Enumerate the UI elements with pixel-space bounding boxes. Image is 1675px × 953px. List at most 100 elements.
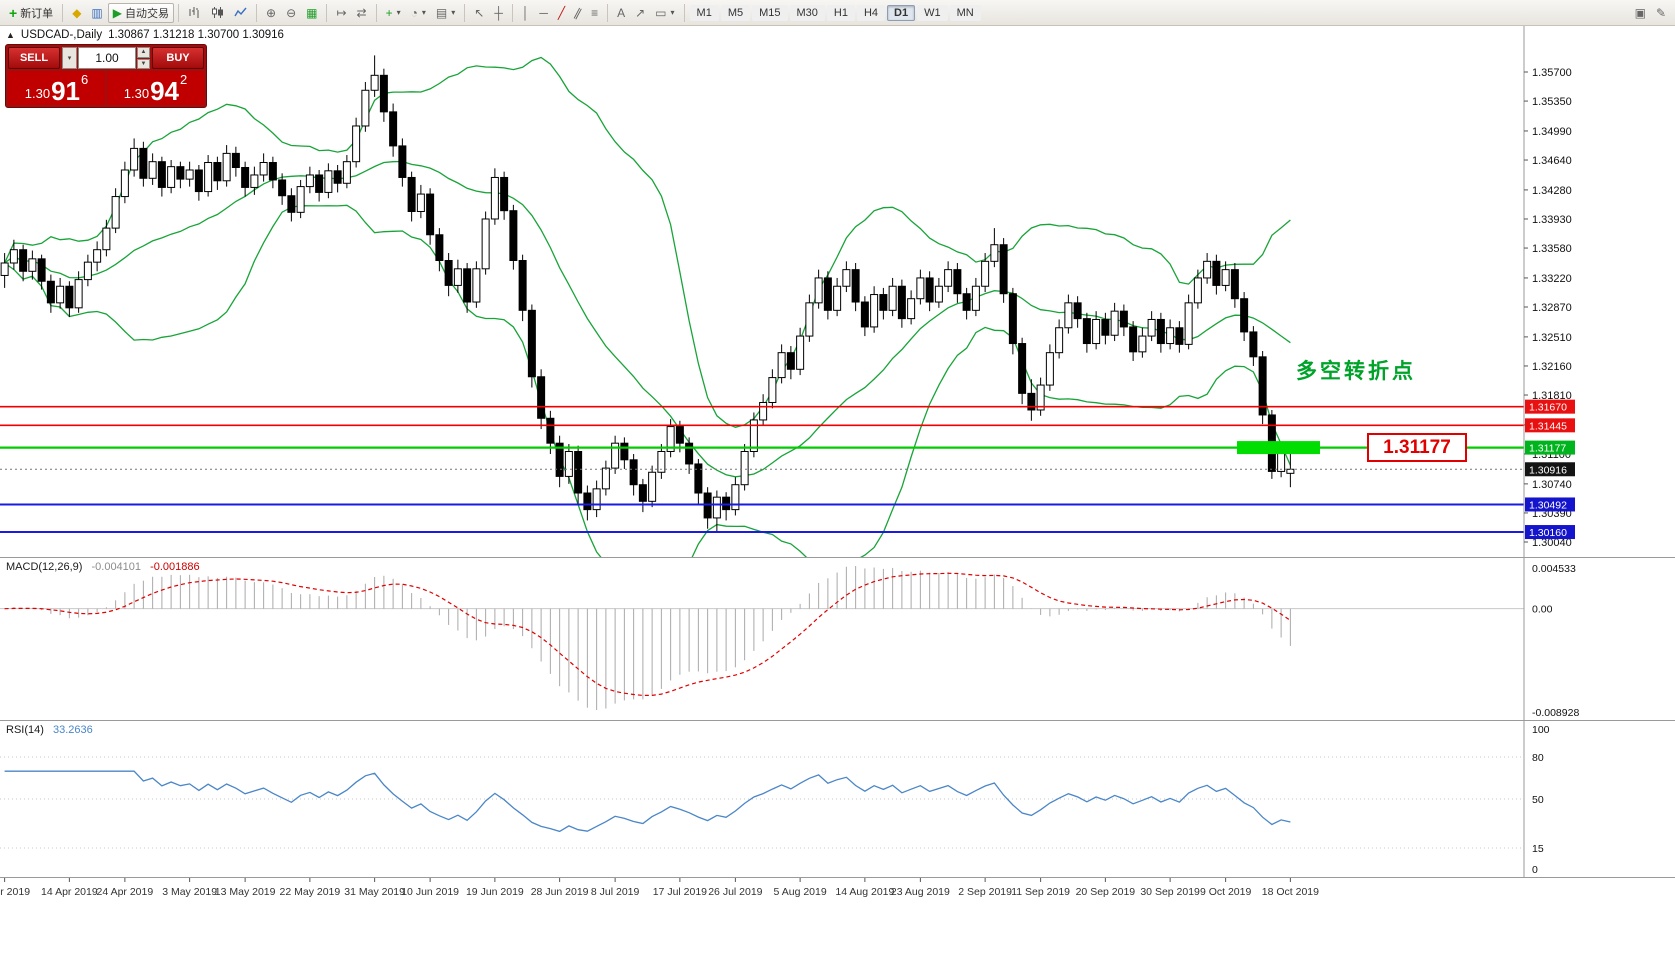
chart-window-icon: ▥	[91, 5, 103, 20]
volume-input[interactable]: 1.00	[78, 47, 136, 69]
chart-ohlc-values: 1.30867 1.31218 1.30700 1.30916	[108, 29, 284, 41]
svg-text:22 May 2019: 22 May 2019	[280, 886, 341, 898]
sell-button[interactable]: SELL	[8, 47, 60, 69]
svg-text:3 May 2019: 3 May 2019	[162, 886, 217, 898]
timeframe-h1[interactable]: H1	[826, 4, 855, 21]
templates-button[interactable]: ▤ ▾	[431, 3, 460, 23]
macd-panel[interactable]: 0.004533 0.00 -0.008928 MACD(12,26,9) -0.0…	[0, 557, 1675, 720]
rsi-name: RSI(14)	[6, 724, 44, 736]
macd-canvas[interactable]: 0.004533 0.00 -0.008928	[0, 558, 1675, 720]
chart-shift-icon: ⇄	[356, 5, 367, 20]
cursor-button[interactable]: ↖	[469, 3, 489, 23]
zoom-in-button[interactable]: ⊕	[261, 3, 281, 23]
svg-text:-0.008928: -0.008928	[1532, 707, 1579, 719]
rsi-canvas[interactable]: 100 80 50 15 0	[0, 721, 1675, 877]
price-level-label[interactable]: 1.31177	[1367, 433, 1467, 462]
indicators-button[interactable]: + ▾	[381, 3, 406, 23]
horizontal-line-icon: ─	[539, 5, 548, 20]
svg-text:20 Sep 2019: 20 Sep 2019	[1076, 886, 1136, 898]
vertical-line-icon: │	[521, 5, 530, 20]
zoom-out-button[interactable]: ⊖	[281, 3, 301, 23]
periods-button[interactable]: ◔ ▾	[406, 3, 431, 23]
zoom-out-icon: ⊖	[286, 5, 297, 20]
svg-text:1.34280: 1.34280	[1532, 185, 1572, 197]
trendline-button[interactable]: ╱	[553, 3, 570, 23]
svg-text:14 Aug 2019: 14 Aug 2019	[835, 886, 894, 898]
svg-text:1.35700: 1.35700	[1532, 67, 1572, 79]
crosshair-icon: ┼	[494, 5, 503, 20]
arrange-windows-button[interactable]: ▣	[1630, 3, 1651, 23]
volume-dropdown[interactable]: ▾	[62, 47, 77, 69]
svg-text:1.32510: 1.32510	[1532, 332, 1572, 344]
timeframe-d1[interactable]: D1	[887, 4, 916, 21]
timeframe-m15[interactable]: M15	[752, 4, 788, 21]
fibonacci-button[interactable]: ≡	[586, 3, 603, 23]
zoom-in-icon: ⊕	[266, 5, 277, 20]
horizontal-line-button[interactable]: ─	[534, 3, 553, 23]
metaeditor-button[interactable]: ◆	[67, 3, 86, 23]
chart-shift-button[interactable]: ⇄	[352, 3, 372, 23]
toolbar-separator	[464, 3, 466, 22]
macd-name: MACD(12,26,9)	[6, 561, 83, 573]
svg-text:1.32870: 1.32870	[1532, 302, 1572, 314]
sell-price-big: 91	[51, 75, 80, 106]
buy-button[interactable]: BUY	[152, 47, 204, 69]
timeframe-m5[interactable]: M5	[720, 4, 751, 21]
buy-price[interactable]: 1.30 94 2	[107, 71, 204, 105]
new-order-button[interactable]: + 新订单	[4, 3, 58, 23]
timeframe-m30[interactable]: M30	[789, 4, 825, 21]
window-icon: ▣	[1634, 5, 1646, 20]
sell-price[interactable]: 1.30 91 6	[8, 71, 105, 105]
svg-text:31 May 2019: 31 May 2019	[344, 886, 405, 898]
chart-window-button[interactable]: ▥	[86, 3, 107, 23]
timeframe-mn[interactable]: MN	[949, 4, 981, 21]
text-icon: A	[617, 5, 626, 20]
crosshair-button[interactable]: ┼	[489, 3, 508, 23]
edit-button[interactable]: ✎	[1651, 3, 1671, 23]
price-badge	[1525, 440, 1575, 455]
timeframe-h4[interactable]: H4	[856, 4, 886, 21]
trendline-icon: ╱	[557, 5, 566, 20]
shapes-button[interactable]: ▭ ▾	[650, 3, 679, 23]
main-chart-panel[interactable]: 1.35700 1.35350 1.34990 1.34640 1.34280 1.339…	[0, 26, 1675, 557]
timeframe-w1[interactable]: W1	[917, 4, 948, 21]
tile-windows-button[interactable]: ▦	[301, 3, 322, 23]
svg-text:10 Jun 2019: 10 Jun 2019	[401, 886, 459, 898]
bar-chart-button[interactable]	[183, 3, 206, 23]
svg-text:9 Oct 2019: 9 Oct 2019	[1200, 886, 1252, 898]
autotrading-label: 自动交易	[125, 7, 169, 20]
rsi-panel[interactable]: 100 80 50 15 0 RSI(14) 33.2636	[0, 720, 1675, 877]
text-tool-button[interactable]: A	[612, 3, 630, 23]
rsi-label: RSI(14) 33.2636	[6, 724, 93, 736]
vertical-line-button[interactable]: │	[517, 3, 535, 23]
template-icon: ▤	[435, 5, 448, 20]
svg-text:1.34640: 1.34640	[1532, 155, 1572, 167]
new-order-label: 新订单	[20, 7, 54, 20]
svg-text:15: 15	[1532, 843, 1544, 855]
svg-text:17 Jul 2019: 17 Jul 2019	[653, 886, 707, 898]
toolbar-separator	[178, 3, 179, 22]
volume-stepper[interactable]: ▲ ▼	[137, 47, 150, 69]
svg-text:80: 80	[1532, 752, 1544, 764]
svg-text:26 Jul 2019: 26 Jul 2019	[708, 886, 762, 898]
timeframe-m1[interactable]: M1	[689, 4, 719, 21]
autotrading-button[interactable]: ▶ 自动交易	[107, 2, 174, 23]
svg-text:1.32160: 1.32160	[1532, 361, 1572, 373]
channel-button[interactable]: ∥	[570, 3, 586, 23]
price-chart-canvas[interactable]: 1.35700 1.35350 1.34990 1.34640 1.34280 1.339…	[0, 26, 1675, 557]
volume-down-icon[interactable]: ▼	[137, 58, 150, 69]
label-tool-button[interactable]: ↗	[630, 3, 650, 23]
volume-up-icon[interactable]: ▲	[137, 47, 150, 58]
chevron-down-icon: ▾	[670, 8, 675, 17]
macd-label: MACD(12,26,9) -0.004101 -0.001886	[6, 561, 200, 573]
svg-text:23 Aug 2019: 23 Aug 2019	[891, 886, 950, 898]
line-chart-button[interactable]	[229, 3, 252, 23]
candlestick-button[interactable]	[206, 3, 229, 23]
symbol-marker-icon: ▲	[6, 30, 15, 40]
auto-scroll-button[interactable]: ↦	[331, 3, 351, 23]
horizontal-level-lines[interactable]	[0, 405, 1524, 534]
highlight-zone[interactable]	[1237, 441, 1320, 455]
svg-text:24 Apr 2019: 24 Apr 2019	[97, 886, 154, 898]
